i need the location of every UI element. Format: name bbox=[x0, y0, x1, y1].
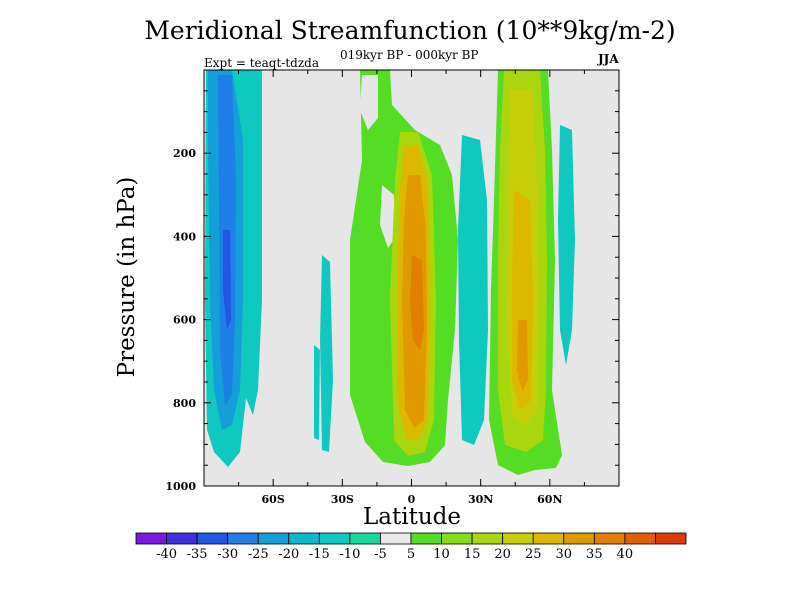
colorbar-swatch bbox=[532, 532, 565, 545]
colorbar-label: 20 bbox=[494, 547, 511, 562]
x-tick-label: 30N bbox=[468, 493, 493, 506]
colorbar: -40 -35 -30 -25 -20 -15 -10 -5 5 10 15 20 25 30 35 40 bbox=[135, 532, 687, 562]
colorbar-swatch bbox=[380, 532, 412, 545]
contour-band-far bbox=[558, 125, 575, 365]
colorbar-swatch bbox=[502, 532, 534, 545]
axis-tick-labels: 200 400 600 800 1000 60S 30S 0 30N 60N bbox=[165, 147, 562, 506]
colorbar-swatch bbox=[135, 532, 167, 545]
contour-tropic-30 bbox=[410, 255, 424, 350]
contour-fills bbox=[205, 70, 575, 475]
colorbar-label: 10 bbox=[433, 547, 450, 562]
contour-south-core bbox=[223, 230, 231, 330]
colorbar-swatch bbox=[349, 532, 381, 545]
colorbar-swatch bbox=[441, 532, 473, 545]
colorbar-swatch bbox=[593, 532, 626, 545]
contour-band-north bbox=[458, 135, 488, 445]
x-tick-label: 0 bbox=[408, 493, 416, 506]
contour-north-25 bbox=[512, 190, 533, 410]
colorbar-swatch bbox=[655, 532, 687, 545]
colorbar-swatch bbox=[410, 532, 442, 545]
colorbar-label: -20 bbox=[278, 547, 299, 562]
colorbar-label: -25 bbox=[248, 547, 269, 562]
contour-patch-b bbox=[314, 345, 320, 440]
contour-north-core bbox=[517, 320, 528, 392]
x-axis-label: Latitude bbox=[363, 504, 461, 530]
colorbar-swatch bbox=[563, 532, 595, 545]
contour-patch-a bbox=[320, 255, 333, 452]
x-tick-label: 60S bbox=[262, 493, 285, 506]
x-tick-label: 30S bbox=[331, 493, 354, 506]
y-tick-label: 800 bbox=[173, 397, 196, 410]
colorbar-swatch bbox=[196, 532, 229, 545]
colorbar-swatch bbox=[227, 532, 259, 545]
y-tick-label: 1000 bbox=[165, 480, 196, 493]
chart-subtitle: 019kyr BP - 000kyr BP bbox=[340, 48, 479, 62]
chart-title: Meridional Streamfunction (10**9kg/m-2) bbox=[144, 16, 676, 45]
y-tick-label: 600 bbox=[173, 314, 196, 327]
colorbar-label: 30 bbox=[556, 547, 573, 562]
colorbar-swatch bbox=[166, 532, 198, 545]
colorbar-label: 15 bbox=[464, 547, 481, 562]
colorbar-swatch bbox=[288, 532, 320, 545]
colorbar-label: -10 bbox=[339, 547, 360, 562]
x-tick-label: 60N bbox=[537, 493, 562, 506]
y-tick-label: 200 bbox=[173, 147, 196, 160]
season-label: JJA bbox=[598, 52, 619, 66]
contour-gap-a bbox=[380, 185, 397, 248]
colorbar-label: -40 bbox=[156, 547, 177, 562]
colorbar-swatch bbox=[257, 532, 290, 545]
colorbar-label: -5 bbox=[374, 547, 387, 562]
colorbar-label: 40 bbox=[617, 547, 634, 562]
colorbar-label: -35 bbox=[187, 547, 208, 562]
colorbar-label: 5 bbox=[407, 547, 415, 562]
colorbar-label: 35 bbox=[586, 547, 603, 562]
axis-ticks bbox=[204, 70, 619, 487]
colorbar-swatch bbox=[471, 532, 504, 545]
colorbar-swatch bbox=[624, 532, 656, 545]
colorbar-label: -15 bbox=[309, 547, 330, 562]
experiment-label: Expt = teaqt-tdzda bbox=[204, 56, 320, 70]
colorbar-label: 25 bbox=[525, 547, 542, 562]
colorbar-swatch bbox=[318, 532, 351, 545]
colorbar-label: -30 bbox=[217, 547, 238, 562]
y-tick-label: 400 bbox=[173, 230, 196, 243]
contour-gap-b bbox=[360, 75, 378, 130]
